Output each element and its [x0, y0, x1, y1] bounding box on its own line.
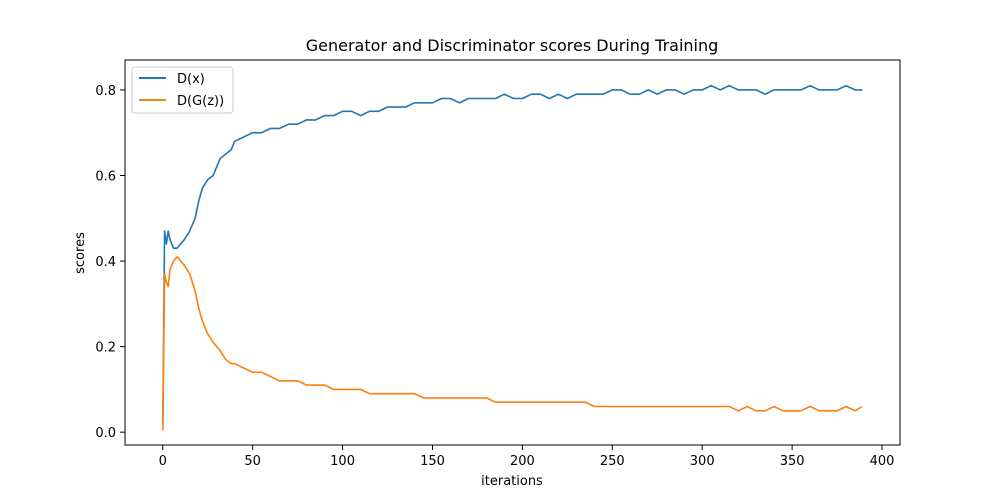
x-tick-label: 50 [244, 454, 261, 469]
series-line-dx [162, 84, 863, 424]
plot-frame [124, 59, 901, 446]
x-tick-label: 150 [420, 454, 445, 469]
x-tick-label: 350 [780, 454, 805, 469]
legend-label-dx: D(x) [177, 72, 205, 87]
y-tick-label: 0.2 [95, 341, 116, 356]
y-axis: 0.0 0.2 0.4 0.6 0.8 [95, 84, 125, 441]
x-tick-label: 100 [330, 454, 355, 469]
y-tick-label: 0.6 [95, 170, 116, 185]
x-tick-label: 300 [690, 454, 715, 469]
y-tick-label: 0.8 [95, 84, 116, 99]
x-tick-label: 400 [870, 454, 895, 469]
y-tick-label: 0.0 [95, 426, 116, 441]
y-axis-title: scores [73, 232, 88, 274]
x-tick-label: 250 [600, 454, 625, 469]
y-tick-label: 0.4 [95, 255, 116, 270]
legend-label-dgz: D(G(z)) [177, 94, 224, 109]
x-axis: 0 50 100 150 200 250 300 350 400 [159, 445, 895, 469]
legend: D(x) D(G(z)) [131, 66, 234, 114]
series-layer [162, 84, 863, 431]
chart-title: Generator and Discriminator scores Durin… [306, 36, 719, 55]
x-axis-title: iterations [481, 474, 543, 489]
x-tick-label: 200 [510, 454, 535, 469]
plot-area [124, 59, 901, 446]
x-tick-label: 0 [159, 454, 167, 469]
series-line-dgz [162, 255, 863, 431]
